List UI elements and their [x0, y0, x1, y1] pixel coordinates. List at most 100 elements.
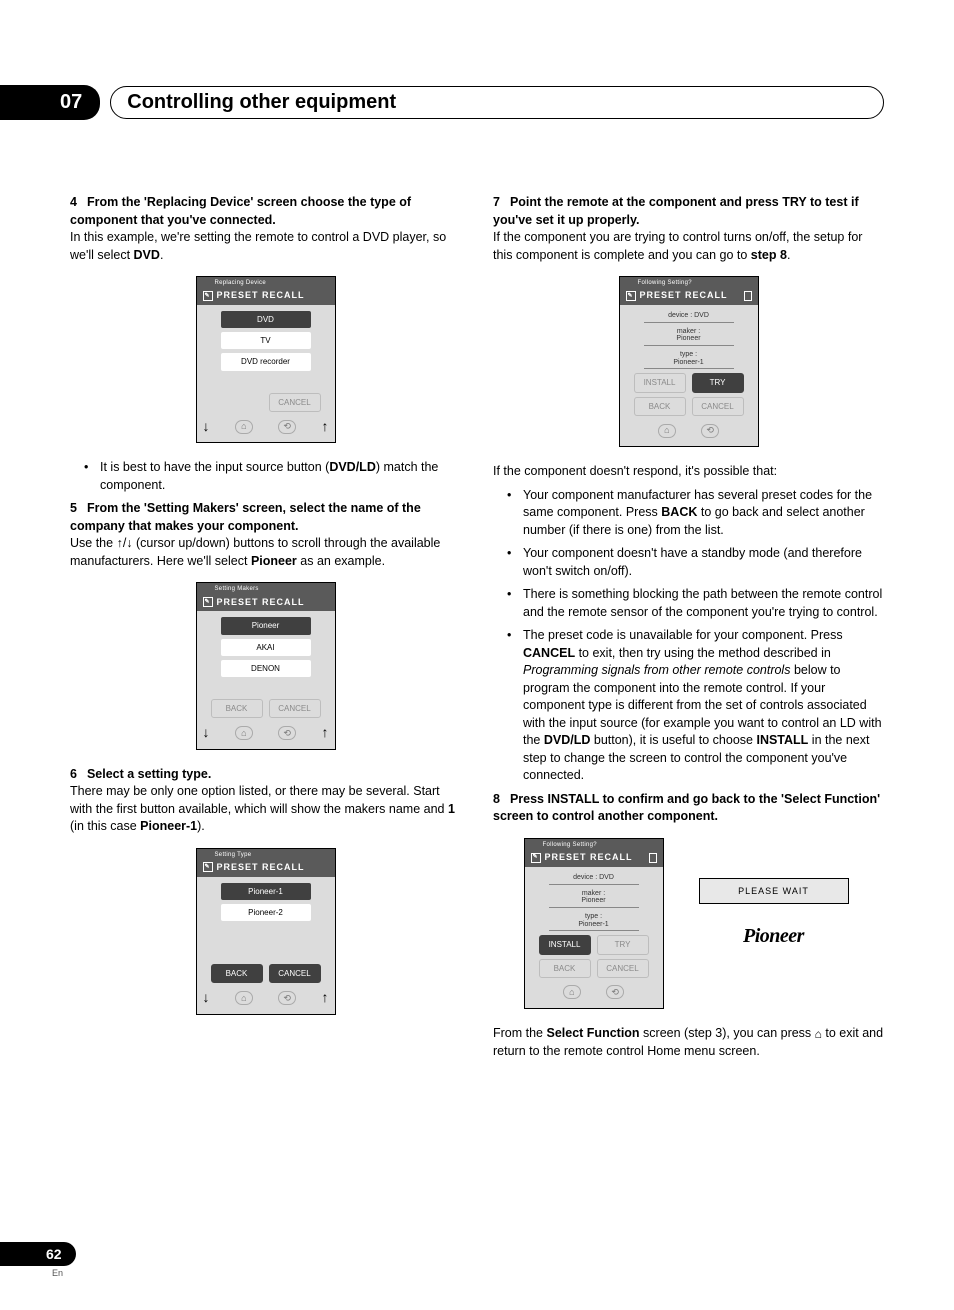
- step-number: 5: [70, 500, 77, 518]
- text: screen (step 3), you can press: [640, 1026, 815, 1040]
- list-item[interactable]: Pioneer-2: [221, 904, 311, 921]
- pioneer-logo: Pioneer: [743, 922, 804, 950]
- step8-heading: 8Press INSTALL to confirm and go back to…: [493, 791, 884, 826]
- preset-icon: ✎: [203, 291, 213, 301]
- home-icon[interactable]: ⌂: [235, 726, 253, 740]
- list-item[interactable]: DVD: [221, 311, 311, 328]
- arrow-up-icon[interactable]: ↑: [321, 988, 328, 1008]
- please-wait-panel: PLEASE WAIT Pioneer: [694, 838, 854, 951]
- please-wait-label: PLEASE WAIT: [699, 878, 849, 905]
- step4-bullets: It is best to have the input source butt…: [70, 459, 461, 494]
- step-heading-text: Select a setting type.: [87, 767, 211, 781]
- back-icon[interactable]: ⟲: [278, 726, 296, 740]
- info-device: device : DVD: [549, 873, 639, 885]
- list-item[interactable]: AKAI: [221, 639, 311, 656]
- text: If the component you are trying to contr…: [493, 230, 862, 262]
- try-button[interactable]: TRY: [597, 935, 649, 954]
- home-icon[interactable]: ⌂: [563, 985, 581, 999]
- info-maker: maker : Pioneer: [549, 889, 639, 908]
- step-heading-text: From the 'Replacing Device' screen choos…: [70, 195, 411, 227]
- list-item[interactable]: Pioneer: [221, 617, 311, 634]
- back-button[interactable]: BACK: [539, 959, 591, 978]
- arrow-up-icon[interactable]: ↑: [321, 723, 328, 743]
- step6-body: There may be only one option listed, or …: [70, 783, 461, 836]
- text: There may be only one option listed, or …: [70, 784, 448, 816]
- arrow-down-icon[interactable]: ↓: [203, 723, 210, 743]
- text: Use the: [70, 536, 117, 550]
- text-bold: DVD/LD: [544, 733, 591, 747]
- cancel-button[interactable]: CANCEL: [269, 393, 321, 412]
- step7-after: If the component doesn't respond, it's p…: [493, 463, 884, 481]
- screen-header: ✎ PRESET RECALL: [197, 287, 335, 305]
- text-bold: INSTALL: [756, 733, 808, 747]
- info-device: device : DVD: [644, 311, 734, 323]
- list-item[interactable]: TV: [221, 332, 311, 349]
- screen-header: ✎ PRESET RECALL: [197, 594, 335, 612]
- back-button[interactable]: BACK: [211, 699, 263, 718]
- text: (in this case: [70, 819, 140, 833]
- back-icon[interactable]: ⟲: [278, 420, 296, 434]
- screen-header-label: PRESET RECALL: [640, 289, 728, 302]
- text: maker :: [582, 890, 605, 897]
- text: Pioneer: [676, 335, 700, 342]
- screen-header: ✎ PRESET RECALL: [525, 849, 663, 867]
- screen-setting-type: Setting Type ✎ PRESET RECALL Pioneer-1 P…: [196, 848, 336, 1015]
- screen-setting-makers: Setting Makers ✎ PRESET RECALL Pioneer A…: [196, 582, 336, 749]
- text: It is best to have the input source butt…: [100, 460, 329, 474]
- arrow-up-icon: ↑: [117, 536, 123, 550]
- screen-header-label: PRESET RECALL: [545, 851, 633, 864]
- right-column: 7Point the remote at the component and p…: [493, 190, 884, 1061]
- screen-nav: ↓ ⌂ ⟲ ↑: [620, 418, 758, 445]
- install-button[interactable]: INSTALL: [539, 935, 591, 954]
- cancel-button[interactable]: CANCEL: [692, 397, 744, 416]
- list-item[interactable]: DVD recorder: [221, 353, 311, 370]
- screen-title: Following Setting?: [525, 839, 663, 849]
- text-italic: Programming signals from other remote co…: [523, 663, 790, 677]
- arrow-up-icon[interactable]: ↑: [321, 417, 328, 437]
- preset-icon: ✎: [531, 853, 541, 863]
- text: type :: [585, 913, 602, 920]
- text-bold: DVD: [134, 248, 160, 262]
- back-icon[interactable]: ⟲: [606, 985, 624, 999]
- screen-header: ✎ PRESET RECALL: [197, 859, 335, 877]
- screen-header: ✎ PRESET RECALL: [620, 287, 758, 305]
- home-icon[interactable]: ⌂: [235, 991, 253, 1005]
- preset-icon: ✎: [203, 597, 213, 607]
- page-footer: 62 En: [0, 1242, 76, 1278]
- step-number: 8: [493, 791, 500, 809]
- step5-body: Use the ↑/↓ (cursor up/down) buttons to …: [70, 535, 461, 570]
- home-icon[interactable]: ⌂: [235, 420, 253, 434]
- screen-following-setting-install: Following Setting? ✎ PRESET RECALL devic…: [524, 838, 664, 1009]
- text: In this example, we're setting the remot…: [70, 230, 446, 262]
- back-button[interactable]: BACK: [211, 964, 263, 983]
- screen-following-setting-try: Following Setting? ✎ PRESET RECALL devic…: [619, 276, 759, 447]
- step7-bullets: Your component manufacturer has several …: [493, 487, 884, 785]
- arrow-down-icon[interactable]: ↓: [203, 417, 210, 437]
- screen-replacing-device: Replacing Device ✎ PRESET RECALL DVD TV …: [196, 276, 336, 443]
- text: The preset code is unavailable for your …: [523, 628, 843, 642]
- bullet-item: Your component manufacturer has several …: [511, 487, 884, 540]
- text: type :: [680, 351, 697, 358]
- list-item[interactable]: DENON: [221, 660, 311, 677]
- list-item[interactable]: Pioneer-1: [221, 883, 311, 900]
- page-lang: En: [52, 1268, 76, 1278]
- chapter-title: Controlling other equipment: [127, 91, 396, 114]
- signal-icon: [649, 853, 657, 863]
- install-button[interactable]: INSTALL: [634, 373, 686, 392]
- cancel-button[interactable]: CANCEL: [269, 699, 321, 718]
- home-icon[interactable]: ⌂: [658, 424, 676, 438]
- back-icon[interactable]: ⟲: [278, 991, 296, 1005]
- text-bold: BACK: [661, 505, 697, 519]
- step8-after: From the Select Function screen (step 3)…: [493, 1025, 884, 1060]
- cancel-button[interactable]: CANCEL: [597, 959, 649, 978]
- screen-header-label: PRESET RECALL: [217, 289, 305, 302]
- cancel-button[interactable]: CANCEL: [269, 964, 321, 983]
- back-icon[interactable]: ⟲: [701, 424, 719, 438]
- text: Pioneer-1: [578, 921, 608, 928]
- arrow-down-icon[interactable]: ↓: [203, 988, 210, 1008]
- step7-heading: 7Point the remote at the component and p…: [493, 194, 884, 229]
- try-button[interactable]: TRY: [692, 373, 744, 392]
- back-button[interactable]: BACK: [634, 397, 686, 416]
- text: Pioneer: [581, 897, 605, 904]
- page-number: 62: [0, 1242, 76, 1266]
